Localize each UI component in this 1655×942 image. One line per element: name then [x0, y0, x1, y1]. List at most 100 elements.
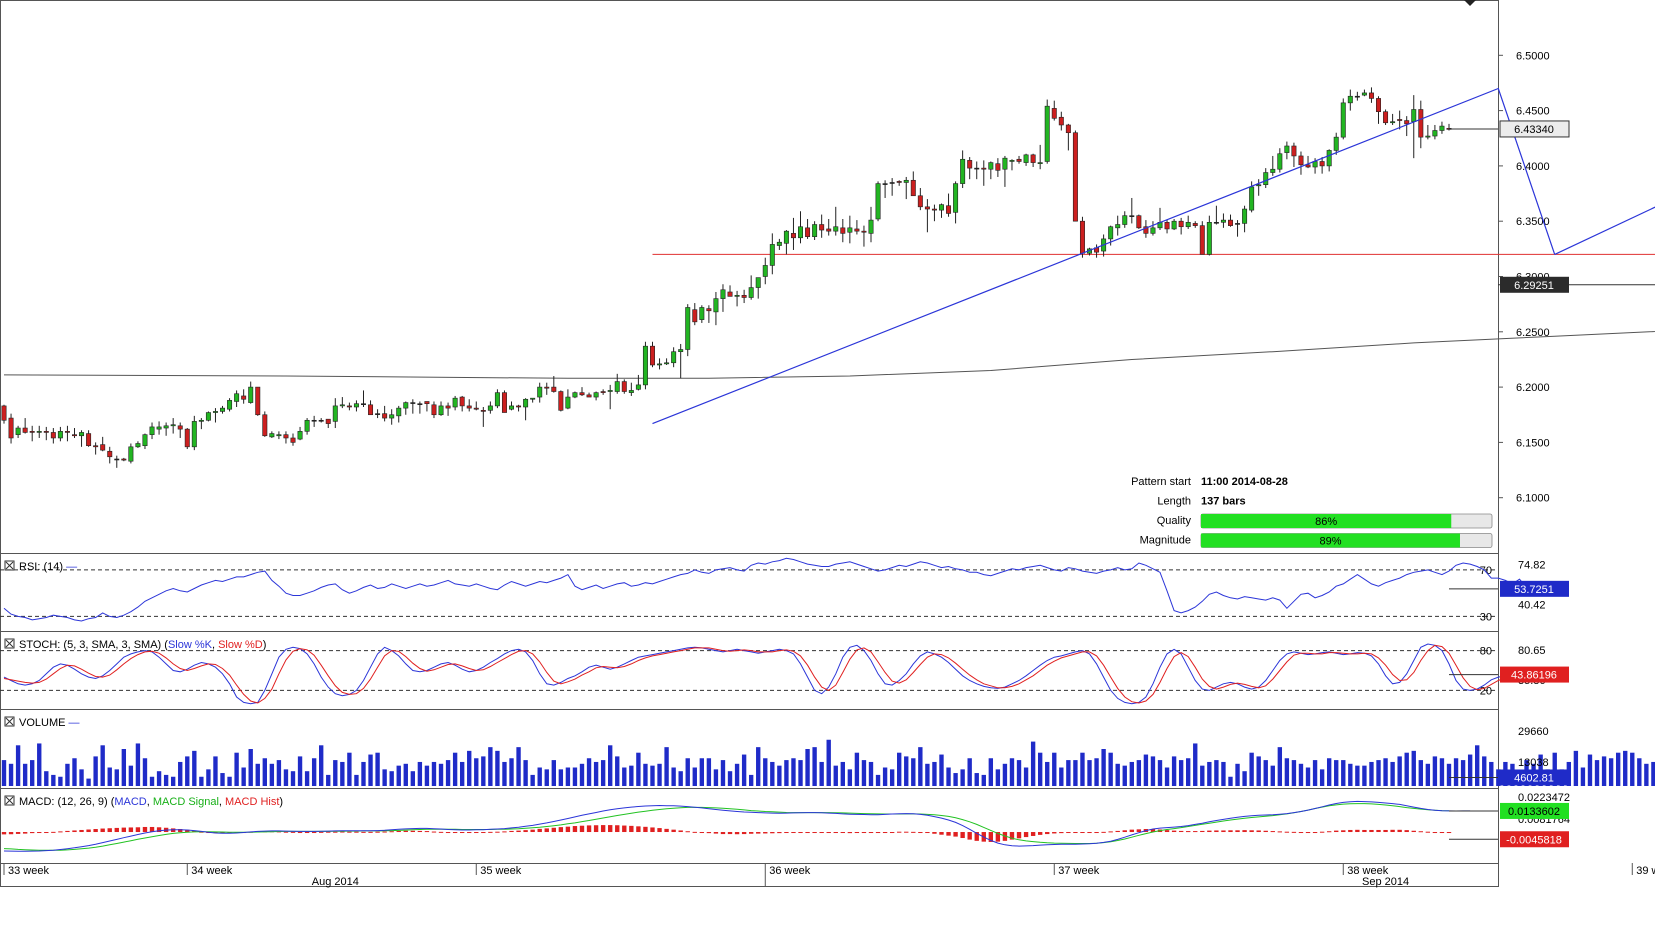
candle-body: [100, 444, 106, 451]
candle: [43, 426, 49, 441]
volume-bar: [220, 773, 225, 786]
candle: [107, 446, 113, 464]
stoch-title: STOCH: (5, 3, SMA, 3, SMA) (Slow %K, Slo…: [19, 639, 266, 651]
volume-bar: [889, 769, 895, 786]
macd-hist-bar: [960, 832, 965, 839]
macd-hist-bar: [1207, 830, 1212, 833]
candle-body: [86, 433, 92, 447]
candle-body: [93, 445, 99, 448]
candle: [1129, 197, 1135, 224]
candle-body: [262, 414, 268, 437]
macd-title-part: MACD Hist: [225, 796, 279, 808]
candle-body: [593, 392, 599, 398]
candle-body: [713, 298, 719, 313]
candle: [417, 401, 423, 414]
volume-bar: [262, 758, 267, 786]
candle: [1199, 221, 1205, 255]
candle: [1235, 220, 1241, 237]
volume-bar: [107, 767, 112, 786]
candle: [396, 405, 402, 423]
candle: [283, 431, 289, 444]
macd-hist-bar: [974, 832, 979, 841]
volume-bar: [1221, 761, 1226, 786]
volume-bar: [375, 752, 380, 786]
macd-hist-bar: [1087, 832, 1092, 834]
volume-bar: [1594, 760, 1600, 786]
candle-body: [79, 432, 85, 437]
candle: [1023, 153, 1029, 166]
candle: [114, 455, 120, 468]
candle-body: [819, 224, 825, 231]
macd-hist-bar: [1228, 830, 1233, 833]
pattern-info-bar-text: 89%: [1319, 536, 1341, 548]
macd-hist-bar: [8, 832, 14, 835]
volume-bar: [44, 771, 49, 786]
macd-hist-bar: [481, 832, 486, 834]
candle: [262, 411, 268, 437]
volume-bar: [1009, 758, 1015, 786]
candle-body: [671, 351, 677, 364]
volume-bar: [932, 761, 937, 786]
candle: [1291, 142, 1297, 168]
candle-body: [339, 404, 345, 407]
candle: [389, 409, 395, 425]
macd-hist-bar: [530, 829, 535, 833]
candle-body: [565, 396, 571, 409]
volume-bar: [100, 745, 105, 786]
volume-bar: [1256, 756, 1261, 786]
candle: [1242, 205, 1248, 233]
volume-bar: [629, 765, 634, 786]
candle: [191, 415, 197, 451]
candle: [805, 218, 811, 239]
macd-hist-bar: [403, 830, 408, 833]
candle-body: [135, 443, 141, 448]
volume-bar: [1475, 745, 1480, 786]
macd-hist-bar: [1312, 832, 1318, 834]
volume-bar: [1052, 752, 1057, 786]
candle: [579, 387, 585, 396]
candle-body: [1305, 164, 1311, 168]
candle-body: [642, 345, 648, 386]
volume-bar: [1023, 767, 1029, 786]
candle-body: [410, 402, 416, 404]
price-tick-label: 6.1000: [1516, 493, 1550, 505]
macd-hist-bar: [1319, 831, 1325, 833]
candle-body: [1277, 153, 1283, 170]
macd-title-part: MACD: (12, 26, 9) (: [19, 796, 115, 808]
macd-hist-bar: [1221, 830, 1226, 833]
volume-bar: [326, 774, 331, 786]
macd-hist-bar: [692, 831, 697, 833]
candle-body: [318, 419, 324, 422]
candle: [812, 221, 818, 241]
candle-body: [1220, 219, 1226, 223]
candle: [720, 284, 726, 312]
candle: [819, 214, 825, 238]
volume-bar: [636, 752, 641, 786]
volume-bar: [812, 747, 817, 786]
candle: [960, 150, 966, 189]
volume-bar: [269, 763, 275, 786]
candle-body: [579, 392, 585, 396]
macd-hist-bar: [1023, 832, 1029, 838]
candle: [205, 411, 211, 422]
candle-body: [558, 391, 564, 411]
volume-bar: [678, 771, 683, 786]
candle-body: [946, 205, 952, 214]
volume-bar: [1030, 741, 1036, 786]
candle: [1072, 130, 1078, 222]
volume-bar: [170, 776, 176, 786]
candle-body: [241, 395, 247, 400]
volume-bar: [1319, 769, 1325, 786]
macd-hist-bar: [833, 832, 838, 834]
volume-bar: [1580, 767, 1586, 786]
volume-value-label-box: [1500, 769, 1569, 786]
candle-body: [452, 397, 458, 408]
candle: [368, 400, 374, 416]
candle-body: [727, 291, 733, 297]
macd-hist-bar: [586, 825, 592, 833]
macd-hist-box: [1500, 831, 1569, 848]
macd-hist-bar: [1129, 829, 1134, 833]
macd-hist-bar: [671, 829, 676, 833]
volume-title: VOLUME —: [19, 717, 80, 729]
pattern-info-label: Quality: [1157, 515, 1192, 527]
